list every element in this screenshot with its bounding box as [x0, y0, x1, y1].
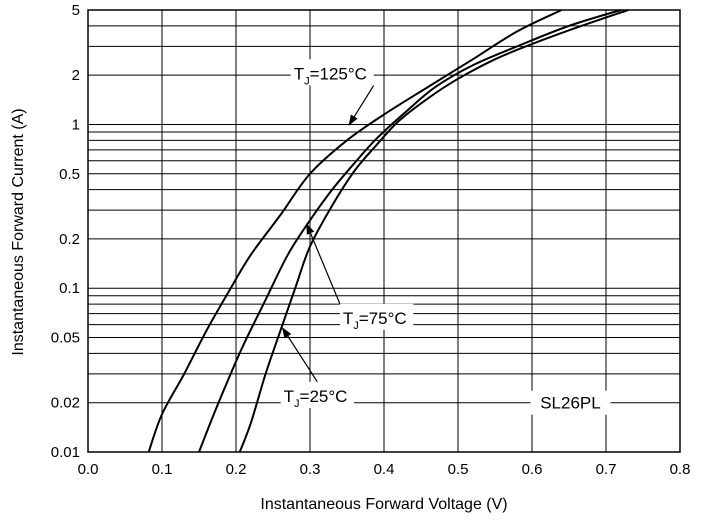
- plot-frame: [87, 9, 681, 453]
- x-tick-label: 0.6: [522, 461, 543, 478]
- annotation-arrow-line: [353, 85, 375, 117]
- y-axis-title: Instantaneous Forward Current (A): [10, 108, 27, 355]
- y-tick-label: 0.2: [59, 231, 80, 248]
- annotation-arrowhead: [348, 114, 358, 126]
- x-tick-label: 0.0: [78, 461, 99, 478]
- series-line-125c: [147, 9, 563, 453]
- annotation-125c: TJ=125°C: [290, 59, 375, 126]
- y-tick-label: 0.01: [51, 444, 80, 461]
- series-line-75c: [198, 9, 622, 453]
- y-tick-label: 5: [72, 2, 80, 19]
- x-tick-label: 0.7: [596, 461, 617, 478]
- x-tick-label: 0.8: [670, 461, 691, 478]
- annotation-label-background: [339, 303, 414, 330]
- y-tick-label: 0.05: [51, 330, 80, 347]
- annotation-25c: TJ=25°C: [280, 326, 355, 410]
- annotation-label-background: [290, 59, 374, 86]
- part-label: SL26PL: [530, 390, 611, 415]
- part-label-background: [530, 390, 611, 415]
- annotation-label: TJ=75°C: [343, 309, 407, 332]
- y-tick-labels: 0.01 0.02 0.05 0.1 0.2 0.5 1 2 5: [51, 2, 80, 461]
- x-tick-label: 0.4: [374, 461, 395, 478]
- annotation-arrow-line: [287, 335, 318, 383]
- y-tick-label: 0.5: [59, 166, 80, 183]
- x-tick-label: 0.5: [448, 461, 469, 478]
- annotation-arrowhead: [306, 223, 315, 235]
- annotation-label: TJ=125°C: [294, 64, 367, 87]
- annotation-arrow-line: [309, 232, 341, 305]
- y-tick-label: 0.02: [51, 395, 80, 412]
- y-tick-label: 0.1: [59, 280, 80, 297]
- y-tick-label: 1: [72, 116, 80, 133]
- part-label-text: SL26PL: [540, 394, 601, 413]
- x-tick-label: 0.1: [152, 461, 173, 478]
- y-tick-label: 2: [72, 67, 80, 84]
- x-tick-label: 0.3: [300, 461, 321, 478]
- annotation-75c: TJ=75°C: [306, 223, 414, 332]
- x-axis-title: Instantaneous Forward Voltage (V): [260, 496, 507, 513]
- x-tick-labels: 0.0 0.1 0.2 0.3 0.4 0.5 0.6 0.7 0.8: [78, 461, 691, 478]
- annotation-label-background: [280, 381, 355, 408]
- series-line-25c: [238, 9, 629, 453]
- annotation-label: TJ=25°C: [284, 387, 348, 410]
- curve-annotations: TJ=125°C TJ=75°C TJ=25°C: [280, 59, 414, 410]
- annotation-arrowhead: [281, 326, 292, 339]
- series-curves: [147, 9, 629, 453]
- x-tick-label: 0.2: [226, 461, 247, 478]
